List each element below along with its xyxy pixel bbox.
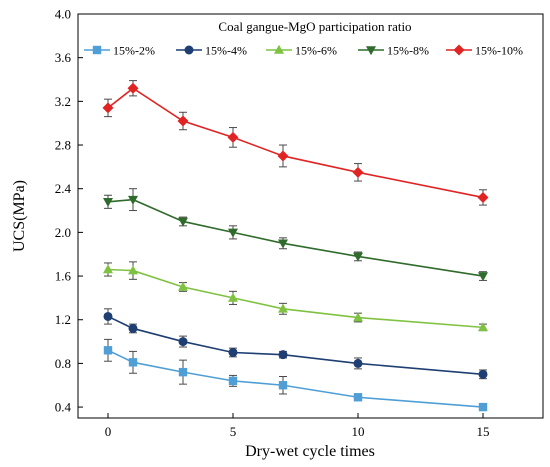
data-point — [278, 381, 288, 390]
data-point — [353, 358, 363, 368]
data-point — [178, 337, 188, 347]
series-line — [107, 315, 484, 376]
data-point — [227, 131, 239, 143]
x-tick-label: 10 — [352, 424, 365, 439]
legend-swatch-marker — [274, 44, 284, 54]
data-point — [477, 191, 489, 203]
y-tick-label: 1.6 — [55, 269, 72, 284]
legend-item: 15%-2% — [84, 44, 155, 58]
series-15%-8% — [103, 188, 488, 282]
ticks-layer: 0.4 0.8 1.2 1.6 2.0 2.4 2.8 3.2 3.6 4.0 0 5 10 15 — [55, 7, 490, 440]
legend-label: 15%-4% — [205, 44, 247, 58]
series-line — [107, 349, 484, 408]
legend: Coal gangue-MgO participation ratio 15%-… — [84, 19, 523, 58]
legend-label: 15%-2% — [113, 44, 155, 58]
data-point — [352, 166, 364, 178]
data-point — [103, 198, 113, 208]
x-tick-label: 15 — [477, 424, 490, 439]
legend-swatch-marker — [453, 44, 465, 56]
data-point — [128, 323, 138, 333]
y-tick-label: 0.4 — [55, 400, 72, 415]
data-point — [228, 347, 238, 357]
legend-label: 15%-8% — [387, 44, 429, 58]
legend-swatch-marker — [184, 45, 194, 55]
data-point — [278, 239, 288, 249]
legend-label: 15%-6% — [295, 44, 337, 58]
data-point — [102, 102, 114, 114]
data-point — [127, 82, 139, 94]
series-15%-6% — [103, 261, 488, 332]
series-layer — [102, 80, 489, 412]
x-axis-title: Dry-wet cycle times — [245, 443, 375, 460]
data-point — [177, 115, 189, 127]
series-15%-10% — [102, 80, 489, 206]
y-tick-label: 4.0 — [55, 7, 71, 22]
legend-item: 15%-10% — [446, 44, 523, 58]
data-point — [228, 292, 238, 302]
data-point — [103, 311, 113, 321]
data-point — [228, 228, 238, 238]
data-point — [278, 350, 288, 360]
data-point — [277, 150, 289, 162]
data-point — [103, 346, 113, 355]
data-point — [178, 367, 188, 377]
series-15%-2% — [103, 338, 488, 412]
y-tick-label: 1.2 — [55, 312, 71, 327]
data-point — [353, 312, 363, 322]
data-point — [478, 369, 488, 379]
data-point — [128, 265, 138, 275]
y-tick-label: 2.8 — [55, 138, 71, 153]
data-point — [128, 195, 138, 205]
data-point — [478, 402, 488, 412]
y-tick-label: 3.2 — [55, 94, 71, 109]
legend-item: 15%-4% — [176, 44, 247, 58]
data-point — [353, 393, 363, 402]
legend-title: Coal gangue-MgO participation ratio — [218, 19, 411, 34]
data-point — [103, 264, 113, 274]
series-line — [107, 268, 484, 329]
data-point — [228, 376, 238, 386]
legend-item: 15%-6% — [266, 44, 337, 58]
x-tick-label: 5 — [230, 424, 237, 439]
y-tick-label: 3.6 — [55, 50, 72, 65]
series-line — [107, 87, 484, 199]
data-point — [178, 281, 188, 291]
series-15%-4% — [103, 308, 488, 380]
data-point — [478, 272, 488, 282]
y-tick-label: 2.4 — [55, 181, 72, 196]
x-tick-label: 0 — [105, 424, 112, 439]
y-tick-label: 0.8 — [55, 356, 71, 371]
data-point — [278, 303, 288, 313]
data-point — [128, 358, 138, 367]
series-line — [107, 198, 484, 277]
plot-frame — [77, 13, 544, 419]
legend-label: 15%-10% — [475, 44, 523, 58]
y-axis-title: UCS(MPa) — [11, 180, 28, 252]
legend-swatch-marker — [366, 46, 376, 56]
data-point — [478, 322, 488, 332]
legend-swatch-marker — [92, 45, 102, 55]
legend-item: 15%-8% — [358, 44, 429, 58]
data-point — [178, 217, 188, 227]
y-tick-label: 2.0 — [55, 225, 71, 240]
data-point — [353, 252, 363, 262]
